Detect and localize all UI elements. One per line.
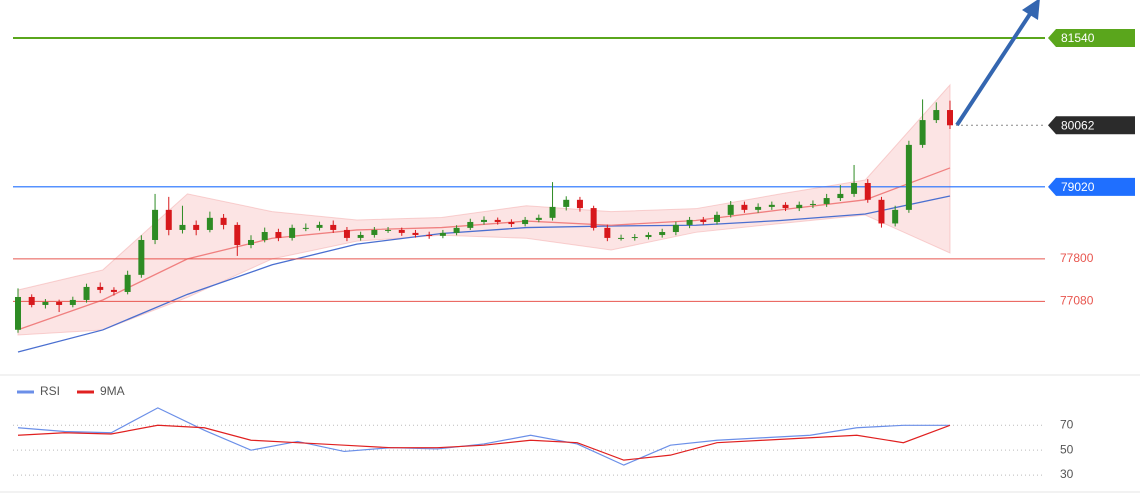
candle-body — [330, 224, 337, 230]
candle-body — [864, 182, 871, 200]
candle-body — [604, 227, 611, 238]
candle-body — [110, 289, 117, 292]
candle-body — [892, 209, 899, 224]
y-tick-label: 50 — [1060, 442, 1074, 456]
candle-body — [179, 224, 186, 230]
candle-body — [672, 224, 679, 233]
candle-body — [69, 299, 76, 305]
candle-body — [645, 234, 652, 238]
candle-body — [947, 110, 953, 126]
candle-body — [823, 198, 830, 204]
candle-body — [700, 219, 707, 222]
candle-body — [439, 232, 446, 236]
candle-body — [124, 274, 131, 292]
candle-body — [248, 239, 254, 246]
indicator-line — [17, 424, 951, 461]
level-label: 79020 — [1061, 180, 1095, 194]
candle-body — [905, 144, 912, 210]
level-label-box — [1048, 116, 1135, 135]
rsi-pane: 70 50 30 RSI 9MA — [13, 384, 1074, 481]
candle-body — [152, 209, 159, 240]
candle-body — [851, 182, 858, 194]
candle-body — [563, 199, 570, 207]
candle-body — [576, 199, 583, 209]
level-label: 80062 — [1061, 118, 1095, 132]
candle-body — [508, 221, 515, 225]
legend-label: 9MA — [100, 384, 125, 398]
candle-body — [809, 203, 816, 205]
indicator-line — [17, 407, 950, 466]
candle-body — [618, 237, 625, 239]
candle-body — [398, 229, 405, 233]
candle-body — [83, 286, 90, 300]
candle-body — [220, 217, 227, 225]
candle-body — [919, 120, 926, 145]
candle-body — [494, 219, 501, 222]
trend-arrow — [955, 0, 1040, 127]
candle-body — [522, 219, 529, 225]
candle-body — [796, 204, 803, 209]
candle-body — [549, 206, 556, 218]
candle-body — [741, 204, 748, 210]
level-label-box — [1048, 28, 1135, 47]
candle-body — [385, 229, 392, 231]
candle-body — [302, 227, 309, 229]
candle-body — [535, 217, 542, 220]
y-tick-label: 70 — [1060, 417, 1074, 431]
candle-body — [659, 232, 666, 235]
level-label: 77080 — [1060, 294, 1094, 308]
candle-body — [782, 204, 789, 209]
candle-body — [837, 193, 844, 199]
candle-body — [138, 239, 145, 275]
candle-body — [878, 199, 885, 224]
candle-body — [28, 296, 35, 305]
candle-body — [357, 234, 364, 238]
y-tick-label: 30 — [1060, 467, 1074, 481]
arrow-head — [1022, 0, 1040, 20]
candle-body — [727, 204, 734, 215]
candle-body — [631, 237, 638, 239]
candle-body — [714, 214, 720, 222]
level-label: 81540 — [1061, 31, 1095, 45]
candle-body — [768, 204, 775, 207]
candle-body — [97, 286, 104, 290]
candle-body — [316, 224, 323, 228]
level-label-box — [1048, 177, 1135, 196]
candle-body — [590, 208, 597, 228]
candle-body — [234, 224, 241, 246]
moving-average — [17, 195, 951, 353]
candle-body — [15, 296, 21, 330]
candle-body — [481, 219, 487, 222]
candle-body — [165, 209, 172, 230]
level-label: 77800 — [1060, 251, 1094, 265]
candle-body — [686, 219, 693, 225]
candle-body — [755, 206, 762, 210]
candle-body — [371, 229, 378, 235]
candle-body — [261, 232, 268, 240]
candle-body — [412, 232, 419, 235]
candle-body — [42, 302, 49, 305]
candle-body — [933, 110, 940, 121]
candle-body — [289, 227, 296, 238]
candle-body — [453, 227, 460, 233]
candle-body — [467, 221, 474, 228]
candle-body — [193, 224, 200, 230]
candle-body — [206, 217, 213, 230]
candle-body — [343, 229, 350, 238]
candle-body — [275, 232, 282, 238]
arrow-shaft — [955, 12, 1032, 127]
price-pane: 81540 80062 79020 77800 77080 — [13, 28, 1135, 353]
candle-body — [56, 302, 63, 305]
legend-label: RSI — [40, 384, 60, 398]
candle-body — [426, 234, 433, 236]
